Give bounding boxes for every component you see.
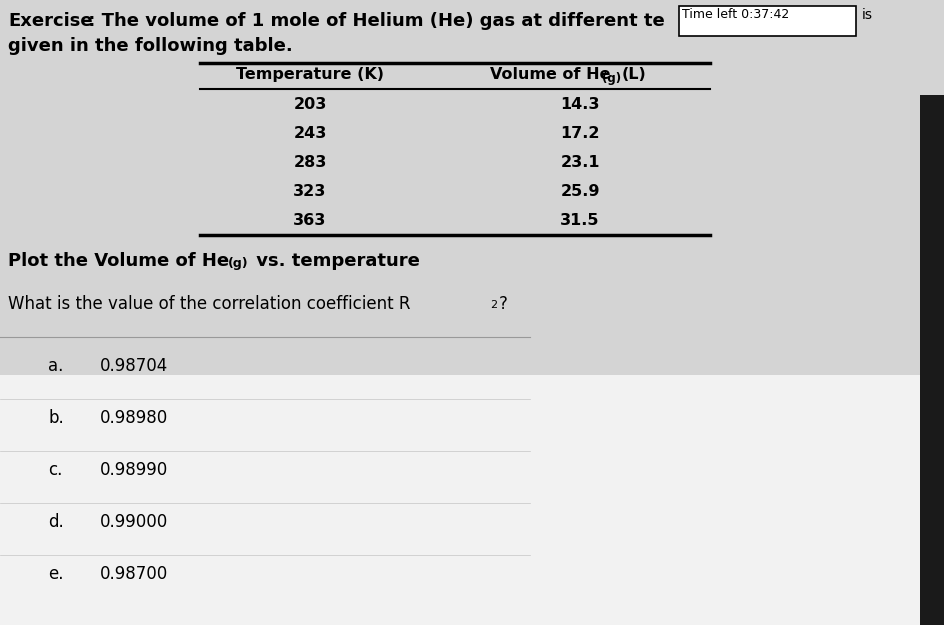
Text: Time left 0:37:42: Time left 0:37:42 <box>682 8 789 21</box>
Text: d.: d. <box>48 513 64 531</box>
Bar <box>0 45 944 95</box>
Text: 0.98990: 0.98990 <box>100 461 168 479</box>
Text: 31.5: 31.5 <box>560 213 599 228</box>
Text: 0.98980: 0.98980 <box>100 409 168 427</box>
Text: 0.98704: 0.98704 <box>100 357 168 375</box>
Text: 203: 203 <box>294 97 327 112</box>
Text: ?: ? <box>499 295 508 313</box>
Text: 2: 2 <box>490 300 497 310</box>
Text: Temperature (K): Temperature (K) <box>236 67 384 82</box>
Text: 14.3: 14.3 <box>560 97 599 112</box>
Text: (g): (g) <box>228 257 248 270</box>
Text: 283: 283 <box>294 155 327 170</box>
Text: b.: b. <box>48 409 64 427</box>
Text: c.: c. <box>48 461 62 479</box>
Text: vs. temperature: vs. temperature <box>250 252 420 270</box>
Bar <box>0 375 944 625</box>
Text: 0.99000: 0.99000 <box>100 513 168 531</box>
Text: Exercise: Exercise <box>8 12 93 30</box>
Bar <box>0 0 944 45</box>
Text: What is the value of the correlation coefficient R: What is the value of the correlation coe… <box>8 295 411 313</box>
Text: Plot the Volume of He: Plot the Volume of He <box>8 252 229 270</box>
FancyBboxPatch shape <box>679 6 856 36</box>
Text: : The volume of 1 mole of Helium (He) gas at different te: : The volume of 1 mole of Helium (He) ga… <box>82 12 665 30</box>
Text: 25.9: 25.9 <box>560 184 599 199</box>
Text: (L): (L) <box>622 67 647 82</box>
Text: 323: 323 <box>294 184 327 199</box>
Text: is: is <box>862 8 873 22</box>
Text: 0.98700: 0.98700 <box>100 565 168 583</box>
Bar <box>0 0 944 375</box>
Bar <box>920 95 944 625</box>
Text: 243: 243 <box>294 126 327 141</box>
Text: (g): (g) <box>602 72 621 85</box>
Text: Volume of He: Volume of He <box>490 67 611 82</box>
Text: given in the following table.: given in the following table. <box>8 37 293 55</box>
Text: e.: e. <box>48 565 63 583</box>
Text: 363: 363 <box>294 213 327 228</box>
Text: a.: a. <box>48 357 63 375</box>
Text: 23.1: 23.1 <box>560 155 599 170</box>
Text: 17.2: 17.2 <box>560 126 599 141</box>
